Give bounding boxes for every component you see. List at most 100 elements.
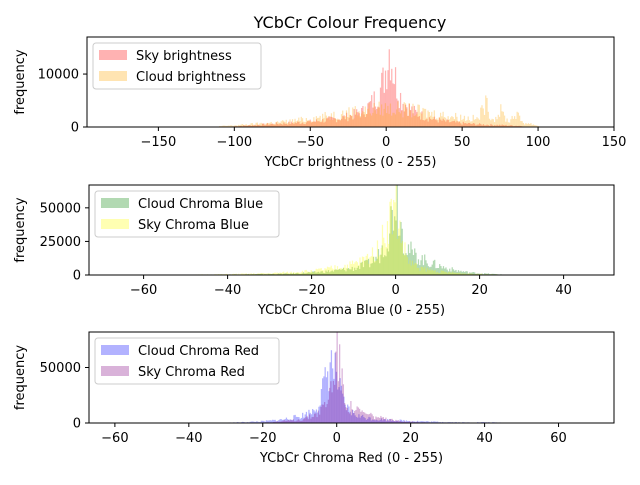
histogram-bar-sky-chroma-red bbox=[369, 414, 370, 423]
x-tick-label: −20 bbox=[249, 431, 276, 446]
histogram-bar-cloud-brightness bbox=[294, 119, 295, 127]
histogram-bar-cloud-brightness bbox=[269, 123, 270, 127]
histogram-bar-sky-chroma-blue bbox=[418, 268, 419, 275]
histogram-bar-cloud-brightness bbox=[469, 120, 470, 127]
histogram-bar-sky-chroma-blue bbox=[318, 269, 319, 275]
histogram-bar-sky-chroma-red bbox=[304, 418, 305, 423]
histogram-bar-cloud-brightness bbox=[314, 122, 315, 127]
histogram-bar-cloud-brightness bbox=[373, 103, 374, 127]
x-tick-label: −150 bbox=[141, 135, 177, 150]
histogram-bar-cloud-brightness bbox=[513, 119, 514, 127]
histogram-bar-cloud-brightness bbox=[410, 111, 411, 128]
histogram-bar-sky-chroma-red bbox=[325, 407, 326, 423]
histogram-bar-cloud-brightness bbox=[505, 122, 506, 127]
histogram-bar-sky-chroma-blue bbox=[304, 270, 305, 275]
histogram-bar-cloud-brightness bbox=[320, 116, 321, 127]
histogram-bar-cloud-brightness bbox=[312, 122, 313, 127]
histogram-bar-sky-chroma-blue bbox=[372, 247, 373, 275]
histogram-bar-cloud-brightness bbox=[485, 95, 486, 127]
histogram-bar-cloud-brightness bbox=[279, 123, 280, 127]
histogram-bar-cloud-brightness bbox=[336, 119, 337, 127]
histogram-bar-sky-chroma-blue bbox=[326, 269, 327, 275]
x-axis-label: YCbCr Chroma Blue (0 - 255) bbox=[257, 303, 445, 318]
histogram-bar-cloud-brightness bbox=[451, 116, 452, 127]
histogram-bar-sky-chroma-red bbox=[303, 419, 304, 423]
histogram-bar-cloud-brightness bbox=[419, 105, 420, 127]
histogram-bar-cloud-brightness bbox=[466, 120, 467, 127]
histogram-bar-sky-chroma-red bbox=[373, 416, 374, 423]
histogram-bar-cloud-brightness bbox=[259, 123, 260, 127]
histogram-bar-sky-chroma-blue bbox=[402, 241, 403, 275]
histogram-bar-cloud-brightness bbox=[299, 121, 300, 127]
histogram-bar-cloud-brightness bbox=[483, 108, 484, 127]
histogram-bar-sky-chroma-red bbox=[384, 419, 385, 423]
histogram-bar-cloud-brightness bbox=[481, 105, 482, 127]
histogram-bar-cloud-brightness bbox=[515, 119, 516, 127]
histogram-bar-cloud-brightness bbox=[475, 119, 476, 127]
histogram-bar-sky-chroma-red bbox=[319, 415, 320, 423]
histogram-bar-cloud-brightness bbox=[283, 121, 284, 127]
histogram-bar-sky-chroma-blue bbox=[339, 268, 340, 275]
histogram-bar-cloud-brightness bbox=[395, 114, 396, 127]
histogram-bar-cloud-brightness bbox=[347, 117, 348, 127]
histogram-bar-cloud-brightness bbox=[397, 101, 398, 127]
histogram-bar-cloud-brightness bbox=[292, 119, 293, 127]
histogram-bar-cloud-brightness bbox=[303, 122, 304, 127]
histogram-bar-sky-chroma-red bbox=[355, 410, 356, 423]
histogram-bar-cloud-brightness bbox=[494, 122, 495, 127]
histogram-bar-sky-chroma-blue bbox=[389, 202, 390, 275]
histogram-bar-sky-chroma-red bbox=[322, 405, 323, 424]
histogram-bar-sky-chroma-red bbox=[380, 416, 381, 423]
histogram-bar-cloud-brightness bbox=[386, 113, 387, 127]
x-axis-label: YCbCr Chroma Red (0 - 255) bbox=[259, 451, 443, 466]
y-axis-ticks: 0 10000 bbox=[38, 68, 87, 136]
histogram-bar-cloud-brightness bbox=[311, 121, 312, 127]
histogram-bar-sky-chroma-blue bbox=[362, 257, 363, 275]
histogram-bar-cloud-brightness bbox=[520, 121, 521, 127]
histogram-bar-sky-chroma-blue bbox=[306, 270, 307, 275]
histogram-bar-sky-chroma-red bbox=[335, 352, 336, 423]
y-tick-label: 10000 bbox=[38, 68, 79, 83]
histogram-bar-sky-chroma-red bbox=[382, 417, 383, 423]
y-tick-label: 0 bbox=[71, 121, 79, 136]
histogram-bar-sky-chroma-red bbox=[305, 417, 306, 423]
histogram-bar-cloud-brightness bbox=[480, 108, 481, 127]
histogram-bar-cloud-brightness bbox=[522, 121, 523, 127]
histogram-bar-cloud-brightness bbox=[528, 123, 529, 127]
histogram-bar-cloud-brightness bbox=[287, 123, 288, 127]
histogram-bar-sky-chroma-red bbox=[390, 419, 391, 423]
histogram-bar-cloud-brightness bbox=[425, 109, 426, 127]
histogram-bar-sky-chroma-blue bbox=[307, 271, 308, 275]
figure-title: YCbCr Colour Frequency bbox=[253, 13, 447, 32]
histogram-bar-sky-chroma-red bbox=[329, 388, 330, 423]
legend-swatch-sky-chroma-blue bbox=[101, 219, 129, 229]
histogram-bar-sky-chroma-blue bbox=[404, 242, 405, 275]
histogram-bar-cloud-brightness bbox=[326, 116, 327, 127]
histogram-bar-cloud-brightness bbox=[468, 116, 469, 127]
histogram-bar-cloud-brightness bbox=[288, 122, 289, 127]
histogram-bar-sky-chroma-blue bbox=[392, 234, 393, 275]
histogram-bar-cloud-brightness bbox=[333, 112, 334, 127]
histogram-bar-sky-chroma-blue bbox=[433, 271, 434, 275]
histogram-bar-cloud-brightness bbox=[509, 123, 510, 127]
histogram-bar-sky-chroma-red bbox=[308, 419, 309, 423]
histogram-bar-cloud-brightness bbox=[358, 111, 359, 127]
histogram-bar-sky-chroma-red bbox=[377, 417, 378, 423]
histogram-bar-sky-chroma-red bbox=[333, 381, 334, 423]
histogram-bar-cloud-brightness bbox=[382, 116, 383, 127]
histogram-bar-sky-chroma-red bbox=[310, 419, 311, 423]
histogram-bar-cloud-brightness bbox=[471, 121, 472, 127]
legend-label-cloud-brightness: Cloud brightness bbox=[136, 70, 246, 85]
histogram-bar-sky-chroma-red bbox=[345, 407, 346, 423]
histogram-bar-sky-chroma-blue bbox=[431, 271, 432, 275]
histogram-bar-sky-chroma-red bbox=[313, 417, 314, 423]
histogram-bar-cloud-brightness bbox=[317, 118, 318, 127]
x-tick-label: 50 bbox=[454, 135, 471, 150]
histogram-bar-sky-chroma-blue bbox=[411, 266, 412, 275]
histogram-bar-cloud-brightness bbox=[463, 119, 464, 127]
histogram-bar-cloud-brightness bbox=[495, 117, 496, 127]
histogram-bar-sky-chroma-blue bbox=[363, 257, 364, 275]
legend-swatch-cloud-chroma-blue bbox=[101, 198, 129, 208]
histogram-bar-cloud-brightness bbox=[427, 111, 428, 127]
